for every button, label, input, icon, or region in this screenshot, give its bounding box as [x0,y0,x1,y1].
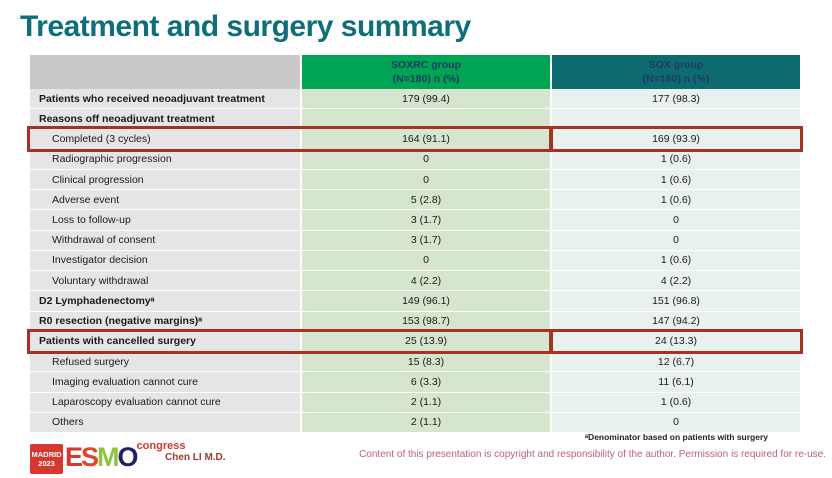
row-label-cell: Investigator decision [30,250,300,272]
row-label-cell: Loss to follow-up [30,210,300,231]
sox-value-cell: 12 (6.7) [552,352,800,373]
table-header-row: SOXRC group (N=180) n (%) SOX group (N=1… [30,55,800,89]
table-row: Withdrawal of consent 3 (1.7) 0 [30,230,800,251]
soxrc-group-subtitle: (N=180) n (%) [392,73,460,85]
sox-value-cell: 177 (98.3) [552,89,800,110]
row-label-cell: Imaging evaluation cannot cure [30,372,300,393]
table-row: Clinical progression 0 1 (0.6) [30,169,800,191]
soxrc-value-cell: 179 (99.4) [302,89,550,110]
soxrc-value-cell: 25 (13.9) [302,331,550,353]
sox-value-cell: 1 (0.6) [552,169,800,191]
page-title: Treatment and surgery summary [20,10,471,43]
table-row: Investigator decision 0 1 (0.6) [30,250,800,272]
header-soxrc-group: SOXRC group (N=180) n (%) [302,55,550,89]
sox-value-cell: 1 (0.6) [552,392,800,413]
table-row: Others 2 (1.1) 0 [30,412,800,433]
table-row: D2 Lymphadenectomyᵃ 149 (96.1) 151 (96.8) [30,291,800,312]
sox-group-subtitle: (N=180) n (%) [642,73,710,85]
row-label-cell: Others [30,412,300,433]
table-row: Patients who received neoadjuvant treatm… [30,89,800,110]
row-label-cell: R0 resection (negative margins)ᵃ [30,311,300,332]
row-label-cell: Completed (3 cycles) [30,129,300,150]
sox-value-cell: 0 [552,412,800,433]
soxrc-value-cell: 0 [302,250,550,272]
soxrc-value-cell: 0 [302,169,550,191]
row-label-cell: Laparoscopy evaluation cannot cure [30,392,300,413]
soxrc-value-cell: 153 (98.7) [302,311,550,332]
row-label-cell: Radiographic progression [30,149,300,170]
soxrc-value-cell: 3 (1.7) [302,210,550,231]
table-row: Patients with cancelled surgery 25 (13.9)… [27,328,803,355]
table-row: Laparoscopy evaluation cannot cure 2 (1.1… [30,392,800,413]
row-label-cell: Clinical progression [30,169,300,191]
header-sox-group: SOX group (N=180) n (%) [552,55,800,89]
madrid-2023-badge: MADRID 2023 [30,444,63,474]
sox-value-cell: 169 (93.9) [552,129,800,150]
soxrc-value-cell: 164 (91.1) [302,129,550,150]
row-label-cell: Adverse event [30,190,300,211]
sox-value-cell: 147 (94.2) [552,311,800,332]
table-row: Reasons off neoadjuvant treatment [30,109,800,130]
esmo-letter: E [65,442,83,472]
soxrc-value-cell: 3 (1.7) [302,230,550,251]
row-label-cell: D2 Lymphadenectomyᵃ [30,291,300,312]
sox-value-cell: 24 (13.3) [552,331,800,353]
soxrc-group-title: SOXRC group [391,58,461,71]
table-row: Refused surgery 15 (8.3) 12 (6.7) [30,352,800,373]
congress-label: congress [136,440,186,452]
soxrc-value-cell [302,109,550,130]
sox-value-cell: 0 [552,230,800,251]
presenter-credit: Chen LI M.D. [165,452,226,463]
soxrc-value-cell: 6 (3.3) [302,372,550,393]
soxrc-value-cell: 15 (8.3) [302,352,550,373]
table-row: Radiographic progression 0 1 (0.6) [30,149,800,170]
row-label-cell: Refused surgery [30,352,300,373]
esmo-letter: M [97,442,119,472]
row-label-cell: Withdrawal of consent [30,230,300,251]
madrid-label: MADRID [31,449,62,459]
year-label: 2023 [38,459,55,468]
esmo-wordmark: ESMO [65,441,139,473]
sox-value-cell: 0 [552,210,800,231]
soxrc-value-cell: 149 (96.1) [302,291,550,312]
table-row: Voluntary withdrawal 4 (2.2) 4 (2.2) [30,271,800,292]
sox-value-cell: 151 (96.8) [552,291,800,312]
esmo-letter: O [117,442,139,472]
soxrc-value-cell: 2 (1.1) [302,412,550,433]
table-row: Loss to follow-up 3 (1.7) 0 [30,210,800,231]
row-label-cell: Voluntary withdrawal [30,271,300,292]
sox-value-cell: 1 (0.6) [552,250,800,272]
table-row: R0 resection (negative margins)ᵃ 153 (98.… [30,311,800,332]
row-label-cell: Patients who received neoadjuvant treatm… [30,89,300,110]
esmo-congress-logo: MADRID 2023 ESMO congress [30,440,186,474]
copyright-notice: Content of this presentation is copyrigh… [359,449,826,460]
soxrc-value-cell: 2 (1.1) [302,392,550,413]
sox-value-cell [552,109,800,130]
table-row: Adverse event 5 (2.8) 1 (0.6) [30,190,800,211]
sox-group-title: SOX group [648,58,704,71]
soxrc-value-cell: 0 [302,149,550,170]
header-label-cell [30,55,300,89]
table-row: Completed (3 cycles) 164 (91.1) 169 (93.9) [27,126,803,152]
table-row: Imaging evaluation cannot cure 6 (3.3) 11 … [30,372,800,393]
row-label-cell: Patients with cancelled surgery [30,331,300,353]
esmo-letter: S [81,442,99,472]
soxrc-value-cell: 5 (2.8) [302,190,550,211]
sox-value-cell: 4 (2.2) [552,271,800,292]
sox-value-cell: 1 (0.6) [552,190,800,211]
sox-value-cell: 11 (6.1) [552,372,800,393]
sox-value-cell: 1 (0.6) [552,149,800,170]
soxrc-value-cell: 4 (2.2) [302,271,550,292]
table-body: Patients who received neoadjuvant treatm… [27,89,803,433]
table-footnote: ᵃDenominator based on patients with surg… [584,432,768,442]
row-label-cell: Reasons off neoadjuvant treatment [30,109,300,130]
